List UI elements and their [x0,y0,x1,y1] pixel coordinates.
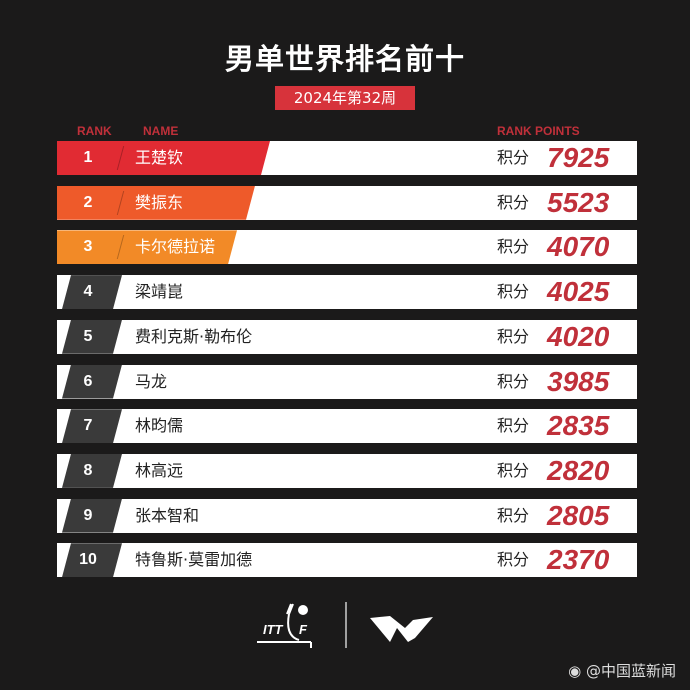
page-title: 男单世界排名前十 [224,42,465,76]
points-label: 积分 [497,550,530,570]
ranking-row: 8 林高远 积分 2820 [57,453,637,488]
header-name: NAME [143,124,179,138]
ranking-row: 5 费利克斯·勒布伦 积分 4020 [57,319,637,354]
row-background [57,319,637,354]
row-background [57,453,637,488]
rank-band [57,141,270,175]
points-value: 2820 [547,454,610,486]
rank-number: 3 [83,238,93,256]
player-name: 费利克斯·勒布伦 [135,326,253,346]
ranking-row: 4 梁靖崑 积分 4025 [57,275,637,310]
points-label: 积分 [497,237,530,257]
rank-number: 1 [83,149,93,166]
points-label: 积分 [497,371,530,391]
ranking-row: 10 特鲁斯·莫雷加德 积分 2370 [57,543,637,578]
row-background [57,364,637,399]
points-label: 积分 [497,416,530,436]
svg-text:F: F [299,622,308,637]
row-background [57,498,637,533]
rank-band [62,320,122,354]
player-name: 卡尔德拉诺 [135,237,216,257]
player-name: 特鲁斯·莫雷加德 [135,550,253,570]
ranking-row: 1 王楚钦 积分 7925 [57,141,637,175]
header-points: RANK POINTS [497,124,580,138]
rank-number: 6 [83,372,93,390]
rank-number: 5 [83,327,93,345]
rank-number: 2 [83,193,93,211]
player-name: 林昀儒 [135,416,184,436]
points-label: 积分 [497,282,530,302]
rank-band [57,230,237,264]
wtt-logo [370,616,433,642]
rank-number: 8 [83,461,93,479]
ranking-row: 6 马龙 积分 3985 [57,364,637,399]
rank-band [62,365,122,399]
points-value: 7925 [547,142,610,173]
ranking-row: 7 林昀儒 积分 2835 [57,409,637,444]
rank-band [62,499,122,533]
player-name: 梁靖崑 [135,282,184,302]
header-rank: RANK [77,124,112,138]
points-value: 2370 [547,544,610,576]
watermark-text: @中国蓝新闻 [585,662,676,680]
points-label: 积分 [497,505,530,525]
rank-band [62,543,122,577]
points-value: 4025 [547,276,610,308]
player-name: 林高远 [135,460,184,480]
points-value: 4020 [547,320,610,352]
row-background [57,409,637,444]
ranking-row: 3 卡尔德拉诺 积分 4070 [57,230,637,265]
ittf-logo [257,603,312,648]
points-value: 2805 [547,499,610,531]
ittf-wtt-logos: ITT F [257,602,433,654]
ranking-row: 2 樊振东 积分 5523 [57,185,637,220]
player-name: 王楚钦 [135,148,184,167]
rank-number: 9 [83,506,93,524]
points-value: 3985 [547,365,610,397]
points-label: 积分 [497,148,530,167]
points-value: 4070 [547,231,610,263]
points-label: 积分 [497,326,530,346]
points-label: 积分 [497,192,530,212]
player-name: 张本智和 [135,505,200,525]
ranking-row: 9 张本智和 积分 2805 [57,498,637,533]
points-label: 积分 [497,460,530,480]
rank-number: 7 [83,417,93,435]
points-value: 2835 [547,410,610,442]
row-background [57,543,637,578]
week-badge: 2024年第32周 [275,86,415,110]
svg-text:ITT: ITT [263,622,284,637]
row-background [57,275,637,310]
player-name: 樊振东 [135,192,184,212]
rank-band [62,409,122,443]
player-name: 马龙 [135,371,168,391]
rank-number: 10 [79,551,97,569]
weibo-watermark: ◉ @中国蓝新闻 [568,660,676,681]
rank-number: 4 [83,283,93,301]
logos: ITT F [255,598,435,654]
weibo-icon: ◉ [568,662,582,680]
rank-band [62,275,122,309]
points-value: 5523 [547,186,610,218]
rank-band [57,186,255,220]
rank-band [62,454,122,488]
